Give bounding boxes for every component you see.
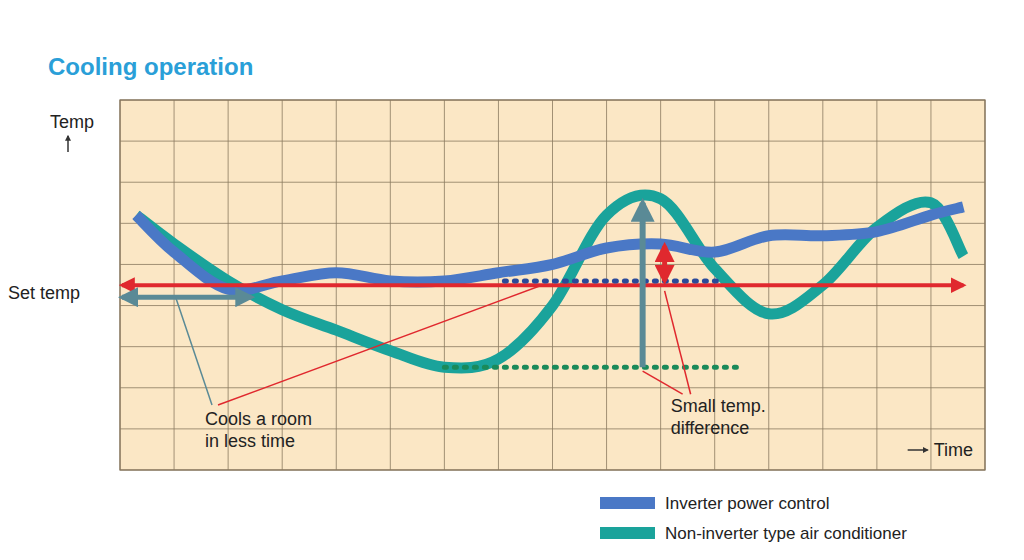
annotation: Small temp.difference	[671, 396, 766, 438]
grid-line-y	[120, 346, 985, 347]
leader-line	[643, 371, 683, 394]
grid-line-x	[985, 100, 986, 470]
grid-line-y	[120, 141, 985, 142]
legend: Inverter power control Non-inverter type …	[600, 494, 907, 543]
legend-label: Inverter power control	[665, 494, 829, 513]
grid-line-x	[120, 100, 121, 470]
legend-swatch	[600, 527, 655, 539]
title: Cooling operation	[48, 53, 253, 80]
annotation: Set temp	[8, 283, 80, 303]
arrow-noninverter-time	[122, 295, 251, 300]
arrow-noninverter-diff	[640, 203, 646, 368]
grid-line-y	[120, 387, 985, 388]
arrow-inverter-time	[122, 283, 963, 287]
leader-line	[665, 291, 691, 394]
dotted-min-line	[444, 365, 740, 370]
leader-line	[218, 285, 542, 405]
grid-line-y	[120, 182, 985, 183]
annotation-arrows	[122, 285, 963, 297]
series-group	[136, 195, 963, 368]
legend-swatch	[600, 497, 655, 509]
y-axis-title: Temp	[50, 112, 94, 132]
series-line	[136, 207, 963, 290]
leader-line	[176, 297, 212, 405]
y-axis-arrow	[67, 136, 69, 152]
grid	[120, 100, 985, 470]
grid-line-y	[120, 223, 985, 224]
dotted-min-line	[504, 278, 720, 283]
x-axis-arrow	[908, 449, 928, 451]
grid-line-y	[120, 100, 985, 101]
legend-label: Non-inverter type air conditioner	[665, 524, 907, 543]
annotation: Cools a roomin less time	[205, 409, 312, 451]
chart: Cooling operation Temp Time Set temp Cools a…	[0, 0, 1024, 560]
grid-line-y	[120, 470, 985, 471]
arrow-inverter-diff	[662, 246, 667, 281]
series-line	[136, 195, 963, 368]
x-axis-title: Time	[934, 440, 973, 460]
plot-area	[120, 100, 985, 470]
